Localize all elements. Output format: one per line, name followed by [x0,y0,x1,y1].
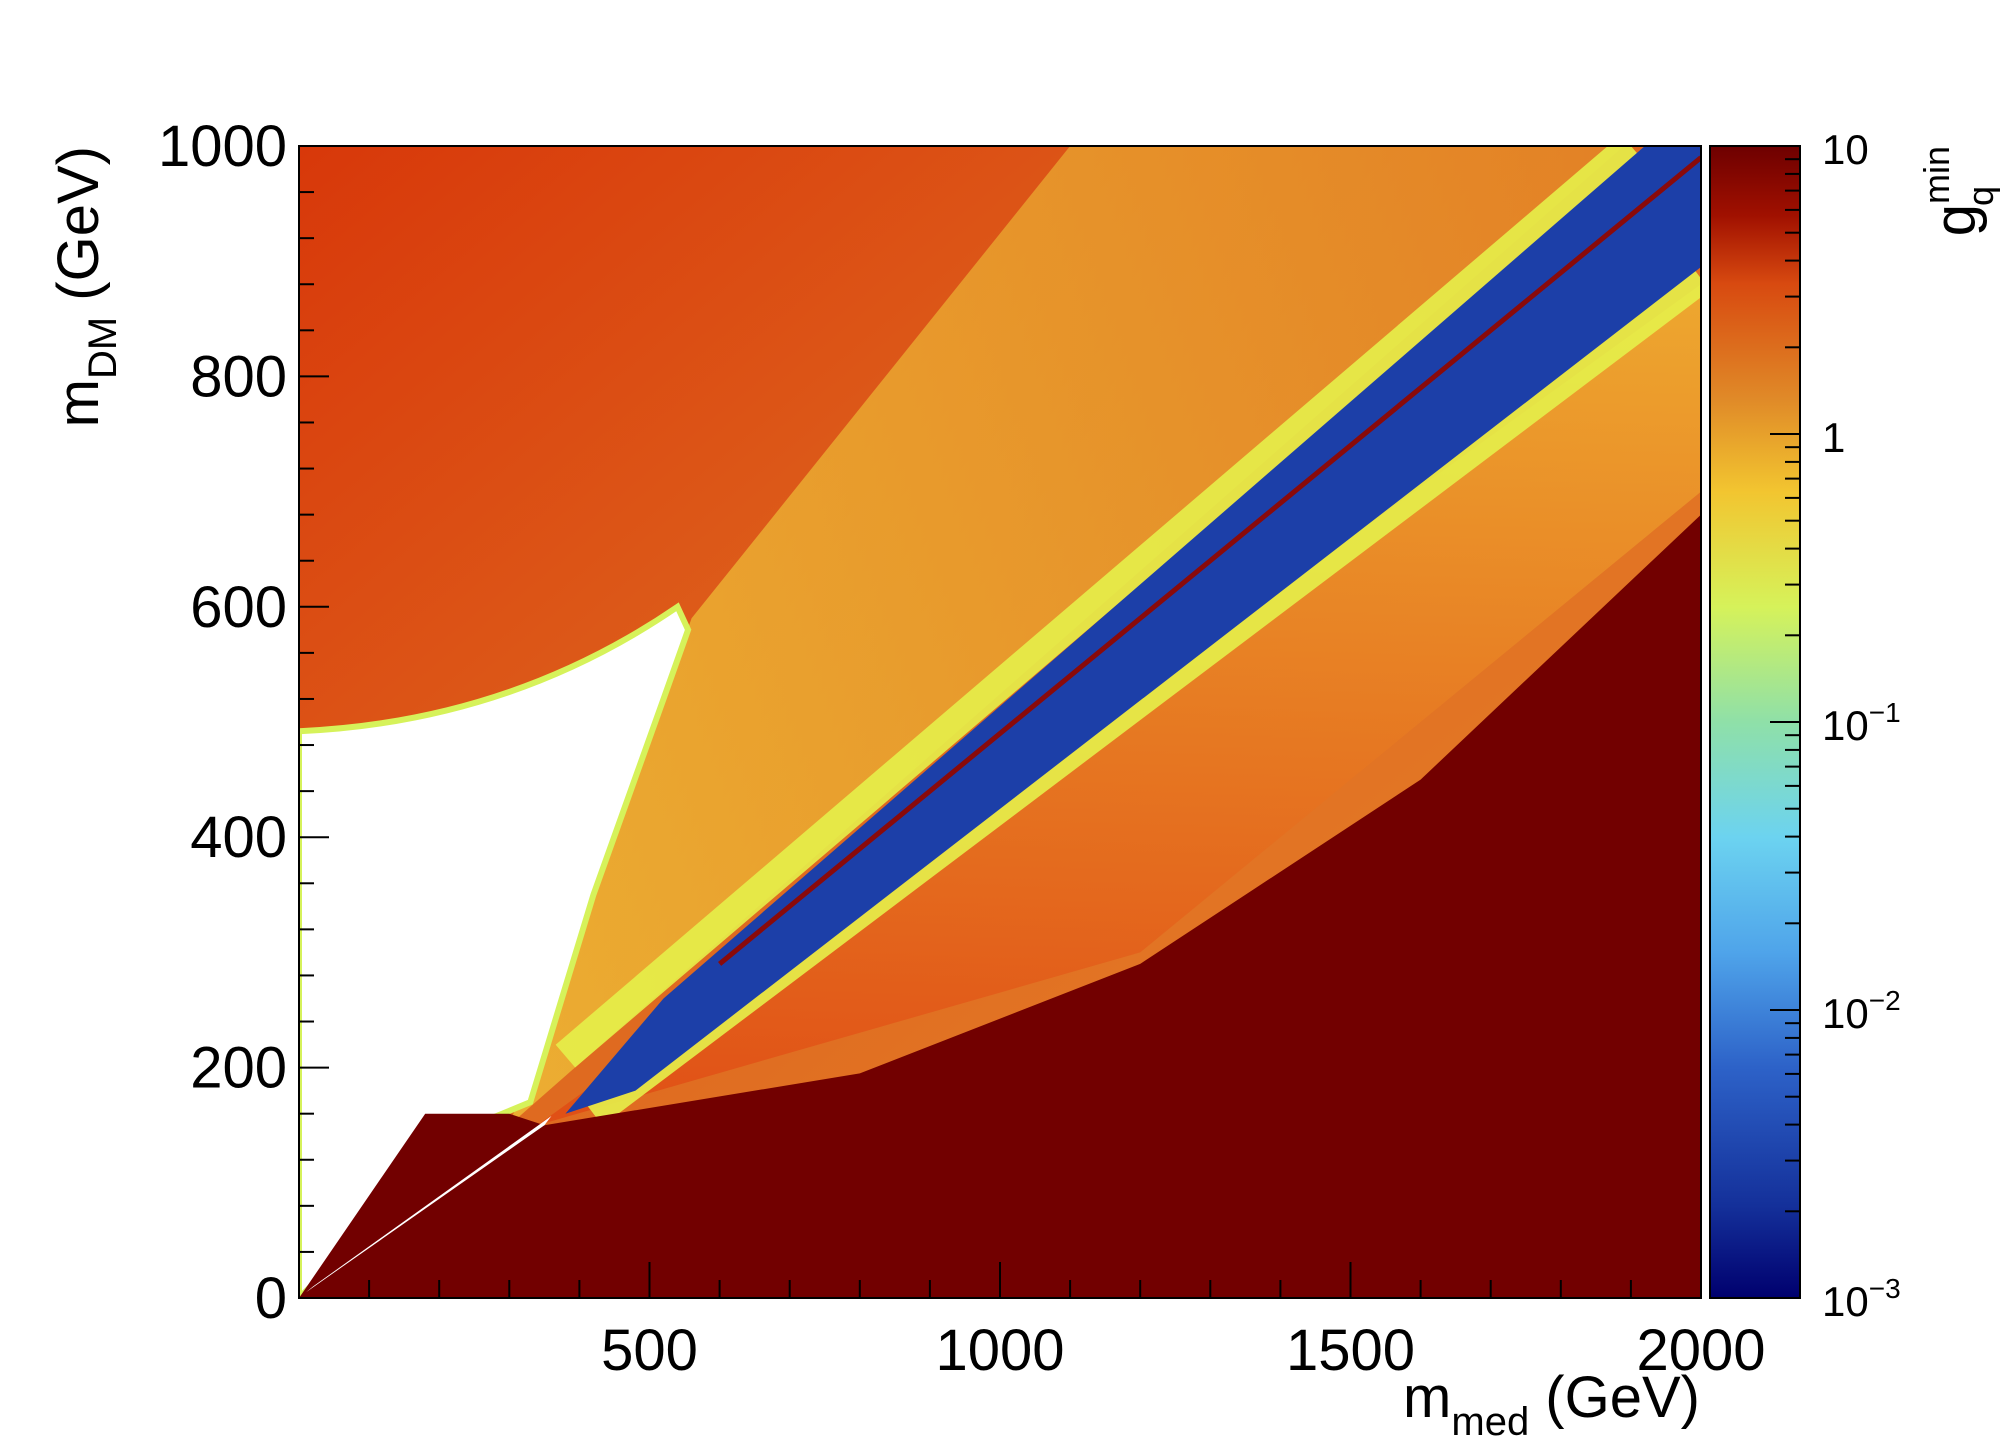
colorbar-tick-label: 10−2 [1822,985,1901,1037]
colorbar-tick-label: 10−3 [1822,1273,1901,1325]
colorbar-tick-label: 10 [1822,126,1869,173]
band-glow-upper [555,146,1641,1068]
colorbar-tick-label: 10−1 [1822,697,1901,749]
y-tick-label: 800 [190,344,287,409]
plot-area [299,146,1701,1298]
y-tick-label: 600 [190,575,287,640]
y-axis-label: mDM (GeV) [46,146,125,427]
resonance-center-line [718,155,1701,966]
white-no-solution-region [299,602,692,1298]
white-diagonal-sliver [306,1116,552,1293]
y-tick-label: 400 [190,805,287,870]
excluded-dark-region [299,514,1701,1298]
x-tick-label: 1500 [1286,1318,1415,1383]
colorbar-tick-label: 1 [1822,414,1845,461]
colorbar-label: gminq [1916,146,2000,236]
x-tick-label: 2000 [1636,1318,1765,1383]
y-tick-label: 200 [190,1036,287,1101]
x-axis-label: mmed (GeV) [1403,1365,1700,1442]
x-axis-ticks: 500 1000 1500 2000 [368,1262,1766,1383]
x-tick-label: 1000 [935,1318,1064,1383]
y-tick-label: 1000 [158,114,287,179]
y-axis-ticks: 0 200 400 600 800 1000 [158,114,329,1331]
colorbar-ticks: 10 1 10−1 10−2 10−3 [1770,126,1901,1325]
x-tick-label: 500 [601,1318,698,1383]
y-tick-label: 0 [255,1266,287,1331]
